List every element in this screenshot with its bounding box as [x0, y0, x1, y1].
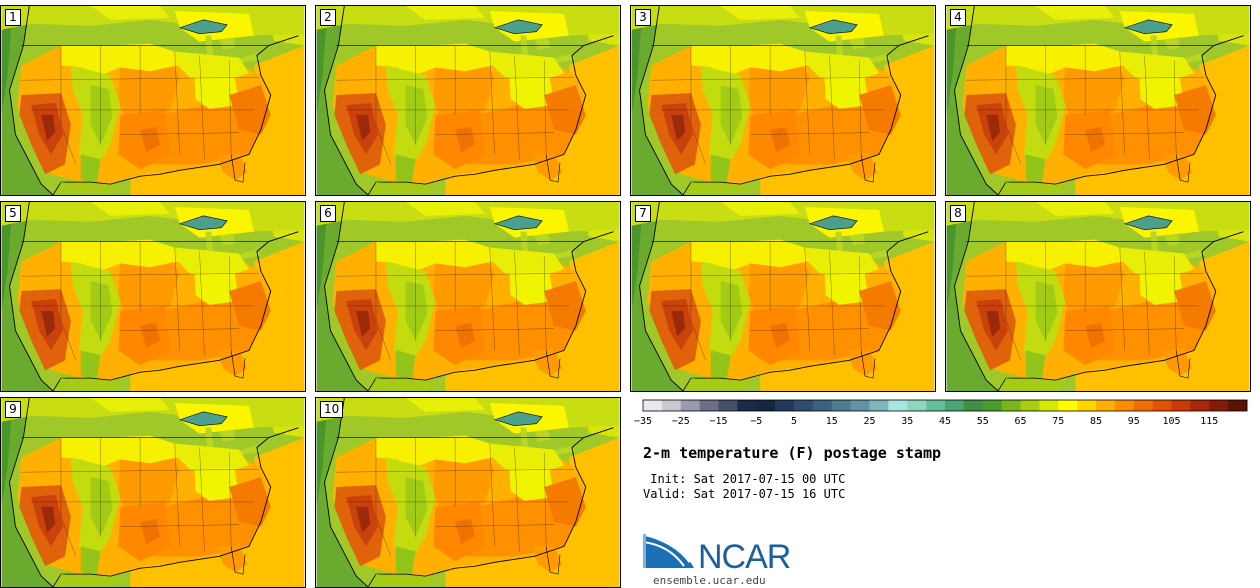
- colorbar-swatch: [1096, 400, 1116, 411]
- colorbar-tick-label: −15: [709, 416, 727, 427]
- colorbar-swatch: [963, 400, 984, 411]
- colorbar-swatch: [850, 400, 870, 411]
- colorbar-swatch: [1171, 400, 1191, 411]
- colorbar-border: [642, 399, 1248, 412]
- colorbar-swatch: [1133, 400, 1153, 411]
- ensemble-member-panel-4: 4: [945, 5, 1251, 196]
- temperature-map: [631, 202, 935, 391]
- member-number-label: 8: [950, 205, 966, 222]
- colorbar-swatch: [1077, 400, 1097, 411]
- temperature-map: [316, 6, 620, 195]
- colorbar-swatch: [1039, 400, 1059, 411]
- colorbar-swatch: [1114, 400, 1135, 411]
- colorbar-tick-label: 115: [1200, 416, 1218, 427]
- member-number-label: 6: [320, 205, 336, 222]
- colorbar-tick-label: 15: [826, 416, 838, 427]
- member-number-label: 7: [635, 205, 651, 222]
- colorbar-swatch: [699, 400, 719, 411]
- ensemble-member-panel-8: 8: [945, 201, 1251, 392]
- member-number-label: 3: [635, 9, 651, 26]
- ncar-logo-text: NCAR: [698, 538, 791, 576]
- colorbar-tick-label: 45: [939, 416, 951, 427]
- colorbar-swatch: [680, 400, 700, 411]
- member-number-label: 9: [5, 401, 21, 418]
- colorbar-tick-label: 35: [901, 416, 913, 427]
- colorbar-swatch: [775, 400, 795, 411]
- colorbar-tick-label: 105: [1162, 416, 1180, 427]
- temperature-map: [1, 6, 305, 195]
- member-number-label: 10: [320, 401, 344, 418]
- colorbar-swatch: [737, 400, 757, 411]
- temperature-map: [1, 398, 305, 587]
- colorbar-swatch: [869, 400, 889, 411]
- colorbar-tick-label: 75: [1052, 416, 1064, 427]
- temperature-map: [316, 202, 620, 391]
- temperature-map: [1, 202, 305, 391]
- member-number-label: 4: [950, 9, 966, 26]
- ncar-logo-icon: [642, 532, 694, 568]
- ensemble-member-panel-5: 5: [0, 201, 306, 392]
- product-title: 2-m temperature (F) postage stamp: [643, 444, 942, 462]
- colorbar-tick-label: 55: [977, 416, 989, 427]
- colorbar-swatch: [718, 400, 738, 411]
- temperature-colorbar: −35 −25 −15 −5 5 15 25 35 45 55 65 75 85 95 105 115: [634, 399, 1248, 427]
- colorbar-swatch: [1152, 400, 1172, 411]
- colorbar-swatch: [1001, 400, 1021, 411]
- colorbar-tick-label: 5: [791, 416, 797, 427]
- colorbar-swatch: [1190, 400, 1210, 411]
- colorbar-swatch: [756, 400, 776, 411]
- colorbar-swatch: [812, 400, 833, 411]
- ensemble-member-panel-9: 9: [0, 397, 306, 588]
- member-number-label: 1: [5, 9, 21, 26]
- colorbar-tick-label: −25: [672, 416, 690, 427]
- colorbar-tick-label: −5: [750, 416, 762, 427]
- colorbar-swatch: [888, 400, 908, 411]
- colorbar-tick-label: 25: [863, 416, 875, 427]
- colorbar-swatch: [1058, 400, 1078, 411]
- init-time: Init: Sat 2017-07-15 00 UTC: [643, 472, 846, 486]
- colorbar-tick-label: 95: [1128, 416, 1140, 427]
- ensemble-member-panel-2: 2: [315, 5, 621, 196]
- ensemble-member-panel-3: 3: [630, 5, 936, 196]
- site-url: ensemble.ucar.edu: [653, 574, 766, 587]
- member-number-label: 2: [320, 9, 336, 26]
- temperature-map: [946, 6, 1250, 195]
- temperature-map: [316, 398, 620, 587]
- colorbar-swatch: [1020, 400, 1040, 411]
- member-number-label: 5: [5, 205, 21, 222]
- colorbar-swatch: [794, 400, 814, 411]
- colorbar-swatch: [926, 400, 946, 411]
- colorbar-swatch: [643, 400, 663, 411]
- colorbar-swatch: [945, 400, 965, 411]
- ensemble-member-panel-6: 6: [315, 201, 621, 392]
- ensemble-member-panel-1: 1: [0, 5, 306, 196]
- colorbar-swatch: [1209, 400, 1229, 411]
- colorbar-swatch: [982, 400, 1002, 411]
- colorbar-swatch: [661, 400, 682, 411]
- colorbar-tick-label: 85: [1090, 416, 1102, 427]
- colorbar-swatch: [831, 400, 851, 411]
- valid-time: Valid: Sat 2017-07-15 16 UTC: [643, 487, 846, 501]
- colorbar-tick-label: −35: [634, 416, 652, 427]
- colorbar-swatch: [907, 400, 927, 411]
- temperature-map: [631, 6, 935, 195]
- ensemble-member-panel-7: 7: [630, 201, 936, 392]
- colorbar-swatch: [1228, 400, 1248, 411]
- temperature-map: [946, 202, 1250, 391]
- ensemble-member-panel-10: 10: [315, 397, 621, 588]
- colorbar-tick-label: 65: [1014, 416, 1026, 427]
